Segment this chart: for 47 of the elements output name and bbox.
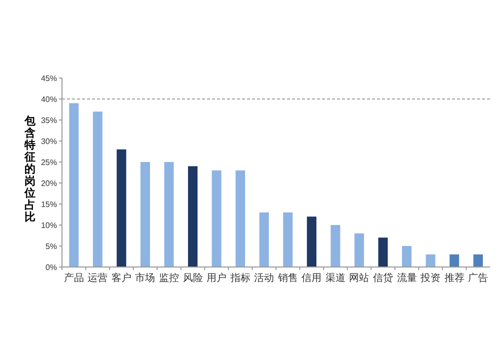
bar — [259, 212, 269, 267]
x-tick-label: 指标 — [229, 272, 250, 284]
x-tick-label: 用户 — [206, 272, 227, 284]
x-tick-label: 客户 — [111, 272, 132, 284]
bar — [236, 170, 246, 267]
y-tick-label: 10% — [40, 221, 57, 230]
bar — [116, 149, 126, 267]
y-tick-label: 25% — [40, 158, 57, 167]
bar — [283, 212, 293, 267]
bar — [354, 233, 364, 267]
x-tick-label: 网站 — [349, 272, 370, 284]
bar — [140, 162, 150, 267]
y-tick-label: 45% — [40, 74, 57, 83]
x-tick-label: 流量 — [396, 272, 417, 284]
x-tick-label: 信贷 — [373, 272, 393, 284]
x-tick-label: 风险 — [182, 272, 203, 284]
x-tick-label: 销售 — [276, 272, 298, 284]
bar — [92, 112, 102, 267]
bar — [164, 162, 174, 267]
bar — [426, 254, 436, 267]
bar — [212, 170, 222, 267]
x-tick-label: 运营 — [88, 272, 108, 284]
bar — [306, 216, 316, 267]
y-tick-label: 35% — [40, 116, 57, 125]
bar — [450, 254, 460, 267]
x-tick-label: 信用 — [302, 272, 322, 284]
y-tick-label: 40% — [40, 95, 57, 104]
x-tick-label: 投资 — [420, 272, 441, 284]
x-tick-label: 监控 — [159, 272, 179, 284]
bar — [188, 166, 198, 267]
y-tick-label: 0% — [45, 263, 57, 272]
bar — [69, 103, 79, 267]
bar — [378, 238, 388, 267]
x-tick-label: 渠道 — [325, 272, 346, 284]
x-tick-label: 市场 — [135, 272, 156, 284]
x-tick-label: 产品 — [64, 272, 84, 284]
text: 包含特征的岗位占比 — [24, 116, 36, 224]
bar — [473, 254, 483, 267]
y-tick-label: 30% — [40, 137, 57, 146]
y-tick-label: 5% — [45, 242, 57, 251]
x-tick-label: 推荐 — [444, 272, 464, 284]
y-tick-label: 15% — [40, 200, 57, 209]
x-tick-label: 活动 — [254, 272, 274, 284]
x-tick-label: 广告 — [468, 272, 488, 284]
y-tick-label: 20% — [40, 179, 57, 188]
bar — [402, 246, 412, 267]
bar — [330, 225, 340, 267]
